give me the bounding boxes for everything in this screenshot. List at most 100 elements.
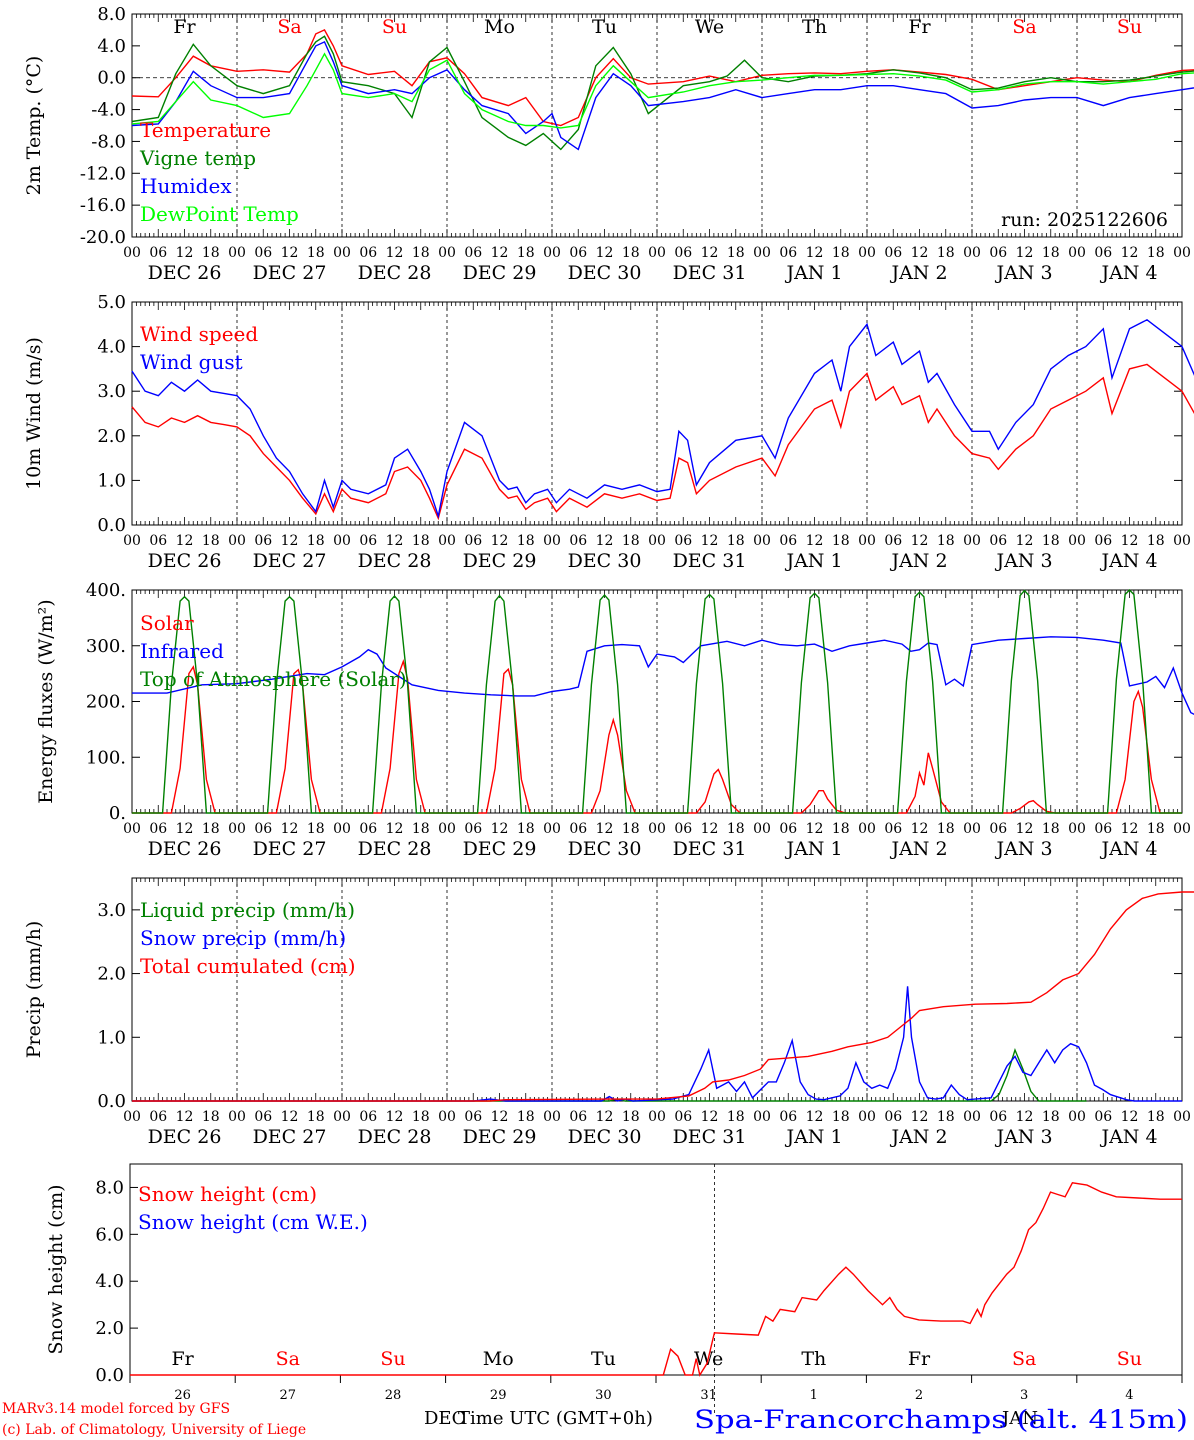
weekday-label: We [695,16,724,38]
x-tick-label: 00 [858,821,876,837]
month-label-dec: DEC [424,1408,465,1429]
day-number-label: 26 [174,1388,191,1403]
plot-frame [131,589,1183,814]
day-number-label: 31 [700,1388,717,1403]
legend-dewpoint-temp: DewPoint Temp [140,202,299,226]
temperature-panel: 8.0 4.0 0.0 -4.0 -8.0 -12.0 -16.0 -20.0 Fr Sa Su Mo… [23,4,1194,284]
day-label: DEC 31 [673,838,747,860]
x-tick-label: 18 [1042,1109,1060,1125]
y-tick-label: 1.0 [97,470,126,491]
x-tick-label: 18 [622,245,640,261]
x-tick-label: 06 [359,821,377,837]
y-tick-label: 0.0 [97,68,126,89]
x-tick-label: 06 [989,821,1007,837]
x-tick-label: 18 [412,821,430,837]
x-tick-label: 12 [806,245,824,261]
weekday-label: Fr [171,1348,194,1370]
day-label: DEC 31 [673,550,747,572]
x-tick-label: 06 [989,1109,1007,1125]
x-tick-label: 00 [228,821,246,837]
day-label: DEC 31 [673,1126,747,1148]
x-tick-label: 12 [911,245,929,261]
x-tick-label: 06 [779,533,797,549]
series-line-snow-precip-mm-h- [132,986,1182,1102]
x-tick-label: 06 [254,533,272,549]
weekday-label: Fr [173,16,196,38]
x-tick-label: 12 [386,533,404,549]
x-tick-label: 00 [858,533,876,549]
x-tick-label: 00 [543,533,561,549]
series-line-top-of-atmosphere-solar- [132,588,1182,814]
snow-height-panel: 8.06.04.02.00.0Fr26Sa27Su28Mo29Tu30We31T… [45,1163,1183,1414]
y-tick-label: -4.0 [91,100,126,121]
x-tick-label: 06 [989,245,1007,261]
y-tick-label: 400. [86,580,126,601]
x-tick-label: 12 [386,245,404,261]
day-label: DEC 30 [568,838,642,860]
day-label: DEC 30 [568,1126,642,1148]
x-tick-label: 12 [1016,821,1034,837]
day-label: JAN 4 [1099,1126,1157,1148]
x-tick-label: 12 [596,533,614,549]
x-tick-label: 12 [1016,1109,1034,1125]
day-label: DEC 31 [673,262,747,284]
x-tick-label: 06 [569,245,587,261]
x-tick-label: 06 [569,1109,587,1125]
weekday-label: Tu [592,16,617,38]
x-tick-label: 00 [123,533,141,549]
day-label: DEC 27 [253,550,327,572]
day-number-label: 1 [810,1388,818,1403]
x-tick-label: 06 [254,1109,272,1125]
x-tick-label: 00 [1173,245,1191,261]
day-label: DEC 26 [148,262,222,284]
legend-vigne-temp: Vigne temp [139,146,256,170]
x-tick-label: 06 [674,245,692,261]
x-tick-label: 18 [1147,533,1165,549]
x-axis-label: Time UTC (GMT+0h) [458,1408,653,1429]
x-tick-label: 12 [701,533,719,549]
x-tick-label: 00 [123,1109,141,1125]
x-tick-label: 12 [911,1109,929,1125]
legend-humidex: Humidex [140,174,232,198]
x-tick-label: 06 [149,533,167,549]
x-tick-label: 12 [911,821,929,837]
x-tick-label: 00 [1173,1109,1191,1125]
x-tick-label: 00 [438,1109,456,1125]
x-tick-label: 18 [1147,821,1165,837]
x-tick-label: 00 [228,245,246,261]
x-tick-label: 00 [963,821,981,837]
x-tick-label: 06 [359,533,377,549]
day-label: JAN 4 [1099,550,1157,572]
x-tick-label: 12 [281,1109,299,1125]
x-tick-label: 00 [333,821,351,837]
legend-top-of-atmosphere-solar-: Top of Atmosphere (Solar) [140,667,407,691]
x-tick-label: 00 [1068,245,1086,261]
y-axis-label: Precip (mm/h) [23,921,45,1059]
series-line-total-cumulated-cm- [132,891,1194,1102]
x-tick-label: 06 [149,1109,167,1125]
x-tick-label: 00 [753,533,771,549]
x-tick-label: 18 [832,821,850,837]
x-tick-label: 12 [176,821,194,837]
x-tick-label: 00 [963,533,981,549]
x-tick-label: 06 [884,821,902,837]
x-tick-label: 18 [832,533,850,549]
legend-total-cumulated-cm-: Total cumulated (cm) [140,954,356,978]
day-label: DEC 30 [568,550,642,572]
x-tick-label: 12 [1016,245,1034,261]
y-tick-label: -8.0 [91,131,126,152]
x-tick-label: 18 [517,533,535,549]
x-tick-label: 12 [176,533,194,549]
x-tick-label: 12 [281,821,299,837]
y-tick-label: 0. [109,803,126,824]
day-label: JAN 3 [994,838,1052,860]
x-tick-label: 00 [963,245,981,261]
series-line-infrared [132,636,1194,716]
x-tick-label: 18 [937,1109,955,1125]
x-tick-label: 06 [464,1109,482,1125]
station-label: Spa-Francorchamps (alt. 415m) [694,1405,1188,1434]
x-tick-label: 18 [1042,821,1060,837]
day-label: JAN 2 [889,262,947,284]
x-tick-label: 00 [858,245,876,261]
